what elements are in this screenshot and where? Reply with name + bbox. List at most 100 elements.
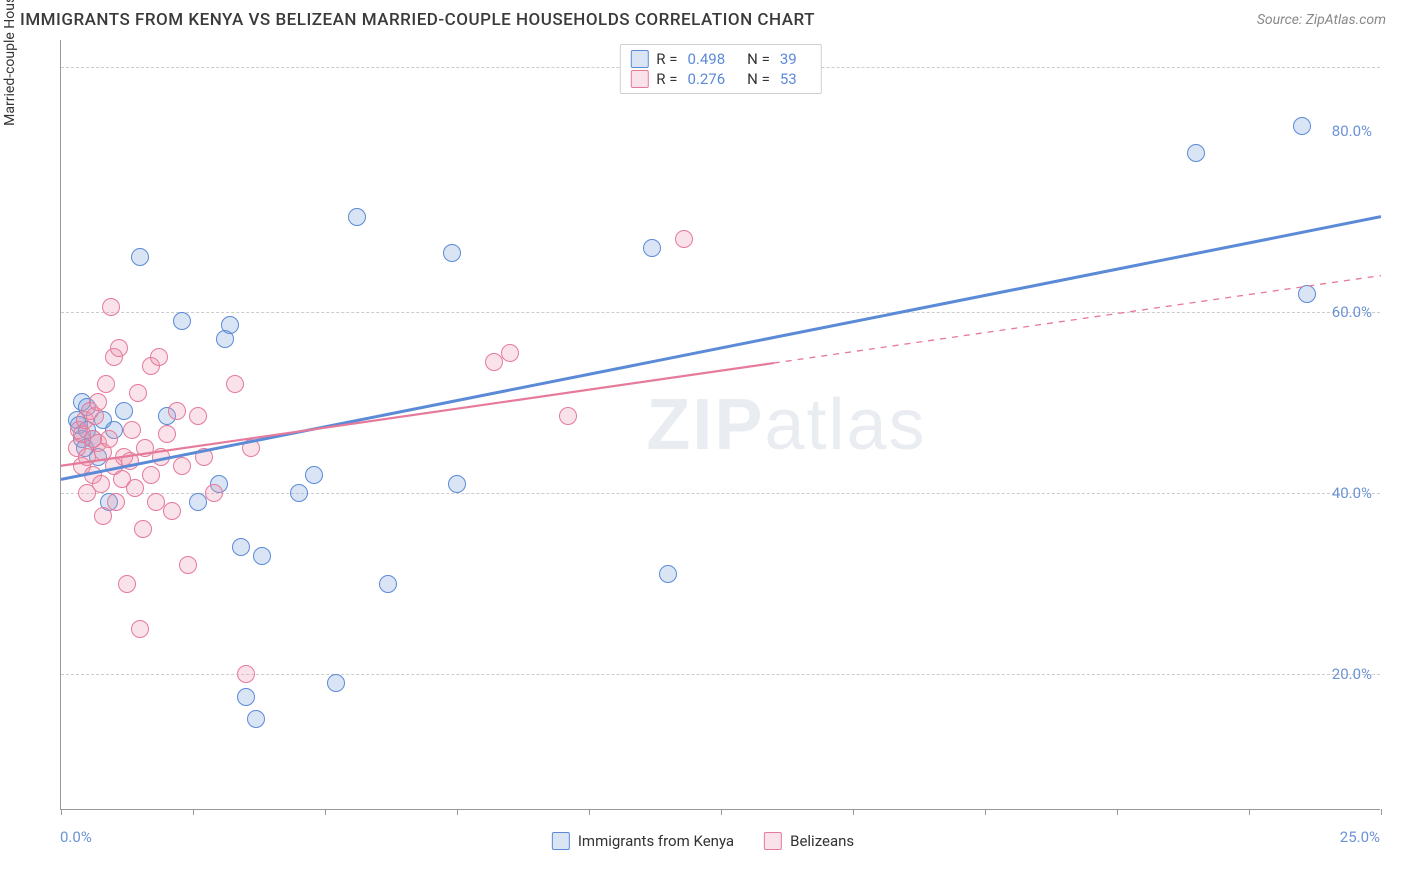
y-axis-label: Married-couple Households bbox=[2, 0, 18, 126]
data-point bbox=[348, 208, 366, 226]
y-tick-label: 40.0% bbox=[1332, 484, 1372, 502]
source-name: ZipAtlas.com bbox=[1306, 12, 1386, 28]
data-point bbox=[290, 484, 308, 502]
data-point bbox=[107, 493, 125, 511]
data-point bbox=[142, 466, 160, 484]
legend-swatch bbox=[630, 70, 648, 88]
y-tick-label: 60.0% bbox=[1332, 303, 1372, 321]
n-label: N = bbox=[747, 50, 770, 68]
x-tick-mark bbox=[1117, 809, 1118, 815]
x-tick-mark bbox=[193, 809, 194, 815]
data-point bbox=[232, 538, 250, 556]
data-point bbox=[89, 393, 107, 411]
legend-swatch bbox=[630, 50, 648, 68]
data-point bbox=[131, 248, 149, 266]
x-tick-mark bbox=[853, 809, 854, 815]
data-point bbox=[237, 688, 255, 706]
r-value: 0.498 bbox=[687, 50, 725, 68]
data-point bbox=[1187, 144, 1205, 162]
series-name: Belizeans bbox=[790, 832, 854, 850]
x-tick-mark bbox=[1381, 809, 1382, 815]
legend-item: Immigrants from Kenya bbox=[552, 832, 734, 850]
legend-swatch bbox=[552, 832, 570, 850]
data-point bbox=[253, 547, 271, 565]
y-tick-label: 80.0% bbox=[1332, 122, 1372, 140]
data-point bbox=[163, 502, 181, 520]
data-point bbox=[237, 665, 255, 683]
data-point bbox=[659, 565, 677, 583]
data-point bbox=[221, 316, 239, 334]
data-point bbox=[100, 430, 118, 448]
correlation-legend: R = 0.498 N = 39 R = 0.276 N = 53 bbox=[619, 44, 821, 94]
n-value: 39 bbox=[780, 50, 797, 68]
data-point bbox=[173, 312, 191, 330]
data-point bbox=[131, 620, 149, 638]
r-value: 0.276 bbox=[687, 70, 725, 88]
data-point bbox=[205, 484, 223, 502]
legend-item: Belizeans bbox=[764, 832, 854, 850]
source-attribution: Source: ZipAtlas.com bbox=[1257, 12, 1386, 28]
data-point bbox=[448, 475, 466, 493]
x-tick-mark bbox=[589, 809, 590, 815]
n-label: N = bbox=[747, 70, 770, 88]
data-point bbox=[305, 466, 323, 484]
x-tick-max: 25.0% bbox=[1340, 828, 1380, 846]
data-point bbox=[92, 475, 110, 493]
data-point bbox=[115, 402, 133, 420]
data-point bbox=[1293, 117, 1311, 135]
series-name: Immigrants from Kenya bbox=[578, 832, 734, 850]
x-tick-mark bbox=[325, 809, 326, 815]
data-point bbox=[327, 674, 345, 692]
legend-row: R = 0.276 N = 53 bbox=[630, 69, 810, 89]
gridline bbox=[61, 674, 1380, 675]
data-point bbox=[118, 575, 136, 593]
data-point bbox=[126, 479, 144, 497]
data-point bbox=[643, 239, 661, 257]
series-legend: Immigrants from Kenya Belizeans bbox=[552, 832, 854, 850]
data-point bbox=[1298, 285, 1316, 303]
data-point bbox=[150, 348, 168, 366]
data-point bbox=[121, 452, 139, 470]
data-point bbox=[152, 448, 170, 466]
x-tick-mark bbox=[61, 809, 62, 815]
y-tick-label: 20.0% bbox=[1332, 665, 1372, 683]
data-point bbox=[158, 425, 176, 443]
r-label: R = bbox=[656, 70, 677, 88]
data-point bbox=[675, 230, 693, 248]
data-point bbox=[123, 421, 141, 439]
data-point bbox=[97, 375, 115, 393]
data-point bbox=[179, 556, 197, 574]
x-tick-mark bbox=[721, 809, 722, 815]
data-point bbox=[134, 520, 152, 538]
data-point bbox=[501, 344, 519, 362]
data-point bbox=[102, 298, 120, 316]
data-point bbox=[379, 575, 397, 593]
legend-swatch bbox=[764, 832, 782, 850]
data-point bbox=[226, 375, 244, 393]
data-point bbox=[189, 407, 207, 425]
source-prefix: Source: bbox=[1257, 12, 1306, 28]
plot-area: ZIPatlas R = 0.498 N = 39 R = 0.276 N = 53 20.0… bbox=[60, 40, 1380, 810]
gridline bbox=[61, 312, 1380, 313]
watermark: ZIPatlas bbox=[646, 384, 926, 466]
r-label: R = bbox=[656, 50, 677, 68]
data-point bbox=[247, 710, 265, 728]
data-point bbox=[129, 384, 147, 402]
x-tick-mark bbox=[985, 809, 986, 815]
chart-title: IMMIGRANTS FROM KENYA VS BELIZEAN MARRIE… bbox=[20, 10, 815, 30]
data-point bbox=[110, 339, 128, 357]
data-point bbox=[443, 244, 461, 262]
data-point bbox=[173, 457, 191, 475]
legend-row: R = 0.498 N = 39 bbox=[630, 49, 810, 69]
n-value: 53 bbox=[780, 70, 797, 88]
trend-lines bbox=[61, 40, 1381, 810]
data-point bbox=[242, 439, 260, 457]
x-tick-mark bbox=[1249, 809, 1250, 815]
gridline bbox=[61, 493, 1380, 494]
data-point bbox=[559, 407, 577, 425]
data-point bbox=[168, 402, 186, 420]
data-point bbox=[94, 507, 112, 525]
x-tick-mark bbox=[457, 809, 458, 815]
data-point bbox=[195, 448, 213, 466]
x-tick-min: 0.0% bbox=[60, 828, 92, 846]
